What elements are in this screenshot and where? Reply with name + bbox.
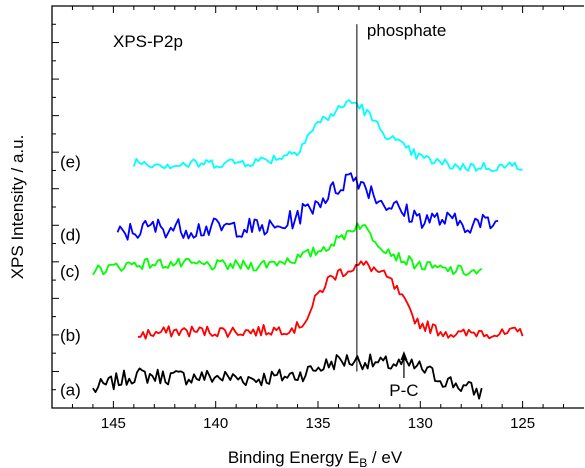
series-label: (d) bbox=[60, 225, 81, 244]
y-axis-title: XPS Intensity / a.u. bbox=[8, 135, 27, 280]
series-line bbox=[92, 353, 483, 400]
axes-frame bbox=[51, 5, 584, 409]
x-axis-title-unit: / eV bbox=[367, 448, 403, 467]
axis-ticks bbox=[52, 6, 565, 408]
x-tick-label: 130 bbox=[408, 415, 433, 432]
x-axis-title-main: Binding Energy E bbox=[228, 448, 359, 467]
phosphate-label: phosphate bbox=[367, 21, 446, 40]
x-tick-label: 145 bbox=[101, 415, 126, 432]
series-line bbox=[137, 260, 524, 340]
series-line bbox=[116, 172, 499, 241]
arrow-head bbox=[400, 351, 408, 360]
series-line bbox=[132, 99, 523, 172]
p-c-label: P-C bbox=[389, 381, 418, 400]
x-axis-title-subscript: B bbox=[359, 456, 367, 468]
x-axis-title: Binding Energy EB / eV bbox=[228, 448, 403, 468]
series-label: (c) bbox=[60, 262, 80, 281]
p-c-arrow bbox=[400, 351, 408, 378]
series-line bbox=[92, 222, 483, 276]
series-label: (b) bbox=[60, 326, 81, 345]
x-tick-label: 125 bbox=[510, 415, 535, 432]
series-layer bbox=[92, 99, 524, 400]
series-label: (e) bbox=[60, 152, 81, 171]
x-tick-labels: 145 140 135 130 125 bbox=[101, 415, 535, 432]
series-labels: (a) (b) (c) (d) (e) bbox=[60, 152, 81, 399]
series-label: (a) bbox=[60, 381, 81, 400]
panel-label: XPS-P2p bbox=[113, 32, 183, 51]
x-tick-label: 135 bbox=[305, 415, 330, 432]
x-tick-label: 140 bbox=[203, 415, 228, 432]
